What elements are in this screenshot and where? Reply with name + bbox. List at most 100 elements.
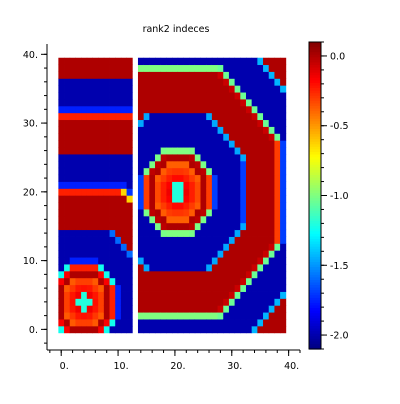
heatmap-cell: [98, 105, 105, 114]
heatmap-cell: [155, 250, 162, 258]
heatmap-cell: [280, 257, 287, 265]
heatmap-cell: [166, 105, 173, 114]
heatmap-cell: [103, 119, 110, 127]
heatmap-cell: [58, 154, 65, 162]
heatmap-cell: [137, 92, 145, 100]
heatmap-cell: [274, 78, 281, 86]
heatmap-cell: [274, 174, 281, 182]
heatmap-cell: [240, 284, 247, 292]
heatmap-cell: [143, 250, 150, 258]
colorbar-segment: [309, 59, 321, 64]
heatmap-cell: [194, 154, 201, 162]
heatmap-cell: [160, 133, 167, 141]
colorbar-segment: [309, 336, 321, 340]
colorbar-segment: [309, 221, 321, 225]
heatmap-cell: [149, 126, 156, 134]
heatmap-cell: [64, 92, 71, 100]
heatmap-cell: [103, 92, 110, 100]
heatmap-cell: [177, 64, 184, 72]
heatmap-cell: [143, 277, 150, 286]
heatmap-cell: [200, 167, 207, 176]
heatmap-cell: [166, 305, 173, 313]
heatmap-cell: [200, 119, 207, 127]
heatmap-cell: [217, 257, 224, 265]
heatmap-cell: [234, 174, 241, 182]
heatmap-cell: [280, 126, 287, 134]
heatmap-cell: [223, 78, 230, 86]
heatmap-cell: [274, 112, 281, 121]
heatmap-cell: [189, 277, 196, 286]
heatmap-cell: [58, 325, 65, 334]
heatmap-cell: [240, 305, 247, 313]
colorbar-segment: [309, 249, 321, 253]
heatmap-cell: [120, 78, 127, 86]
heatmap-cell: [149, 236, 156, 244]
heatmap-cell: [234, 57, 241, 66]
heatmap-cell: [177, 312, 184, 320]
heatmap-cell: [206, 222, 213, 231]
heatmap-cell: [206, 257, 213, 265]
heatmap-cell: [103, 229, 110, 237]
heatmap-cell: [126, 243, 133, 251]
heatmap-cell: [263, 174, 270, 182]
heatmap-cell: [92, 126, 99, 134]
heatmap-cell: [166, 78, 173, 86]
heatmap-cell: [58, 291, 65, 299]
heatmap-cell: [126, 99, 133, 107]
heatmap-cell: [143, 105, 150, 114]
heatmap-cell: [160, 284, 167, 292]
heatmap-cell: [149, 181, 156, 189]
heatmap-cell: [137, 105, 145, 114]
heatmap-cell: [86, 71, 93, 79]
heatmap-cell: [115, 215, 122, 224]
heatmap-cell: [189, 140, 196, 148]
heatmap-cell: [217, 215, 224, 224]
heatmap-cell: [189, 126, 196, 134]
heatmap-cell: [81, 154, 88, 162]
heatmap-cell: [177, 270, 184, 279]
heatmap-cell: [257, 257, 264, 265]
heatmap-cell: [98, 305, 105, 313]
heatmap-cell: [183, 188, 190, 196]
heatmap-cell: [98, 202, 105, 210]
heatmap-cell: [92, 105, 99, 114]
heatmap-cell: [126, 264, 133, 272]
heatmap-cell: [245, 202, 253, 210]
heatmap-cell: [228, 325, 236, 334]
colorbar-segment: [309, 185, 321, 189]
colorbar-segment: [309, 223, 321, 227]
heatmap-cell: [137, 99, 145, 107]
heatmap-cell: [109, 78, 116, 86]
heatmap-cell: [69, 126, 76, 134]
heatmap-cell: [126, 209, 133, 217]
heatmap-cell: [177, 140, 184, 148]
heatmap-cell: [115, 291, 122, 299]
colorbar-segment: [309, 328, 321, 332]
colorbar-segment: [309, 233, 321, 238]
heatmap-cell: [69, 209, 76, 217]
heatmap-cell: [160, 195, 167, 203]
colorbar-segment: [309, 297, 321, 301]
heatmap-cell: [211, 284, 218, 292]
heatmap-cell: [200, 325, 207, 334]
heatmap-cell: [251, 85, 258, 93]
heatmap-cell: [81, 298, 88, 306]
heatmap-cell: [194, 64, 201, 72]
heatmap-cell: [86, 229, 93, 237]
heatmap-cell: [211, 215, 218, 224]
heatmap-cell: [268, 64, 275, 72]
heatmap-cell: [217, 64, 224, 72]
heatmap-cell: [245, 257, 253, 265]
heatmap-cell: [86, 195, 93, 203]
heatmap-cell: [274, 305, 281, 313]
heatmap-cell: [223, 257, 230, 265]
heatmap-cell: [280, 291, 287, 299]
heatmap-cell: [251, 174, 258, 182]
heatmap-cell: [149, 312, 156, 320]
heatmap-cell: [115, 319, 122, 327]
heatmap-cell: [155, 119, 162, 127]
colorbar-segment: [309, 272, 321, 276]
heatmap-cell: [228, 188, 236, 196]
heatmap-cell: [172, 64, 179, 72]
heatmap-cell: [263, 160, 270, 169]
